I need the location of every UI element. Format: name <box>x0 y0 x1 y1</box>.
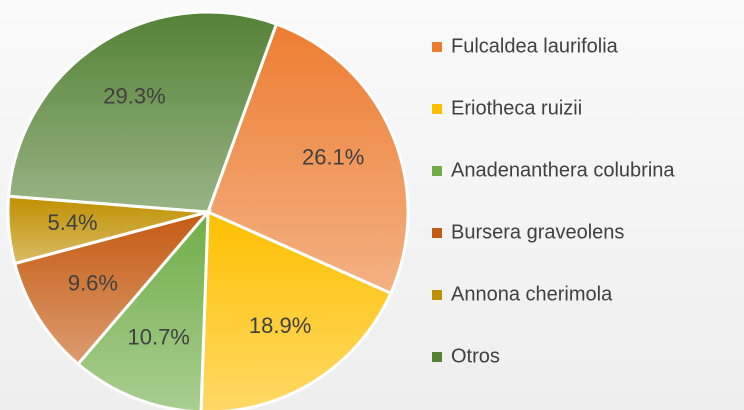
pie-slice <box>12 209 213 367</box>
legend-swatch <box>432 166 442 176</box>
pie-slice <box>206 22 410 296</box>
data-label: 10.7% <box>127 325 189 350</box>
legend-label: Bursera graveolens <box>451 221 624 243</box>
data-label: 18.9% <box>249 313 311 338</box>
legend-swatch <box>432 104 442 114</box>
data-label: 9.6% <box>68 270 118 295</box>
pie-slice <box>7 10 279 214</box>
legend-swatch <box>432 290 442 300</box>
pie-slice <box>199 209 393 410</box>
legend-swatch <box>432 228 442 238</box>
legend-label: Anadenanthera colubrina <box>451 159 675 181</box>
data-label: 5.4% <box>47 210 97 235</box>
data-label: 26.1% <box>302 145 364 170</box>
legend-label: Otros <box>451 345 500 367</box>
legend-label: Fulcaldea laurifolia <box>451 35 619 57</box>
data-label: 29.3% <box>103 83 165 108</box>
pie-slice <box>75 207 210 410</box>
legend-label: Annona cherimola <box>451 283 613 305</box>
legend-swatch <box>432 42 442 52</box>
legend-swatch <box>432 352 442 362</box>
legend-label: Eriotheca ruizii <box>451 97 582 119</box>
